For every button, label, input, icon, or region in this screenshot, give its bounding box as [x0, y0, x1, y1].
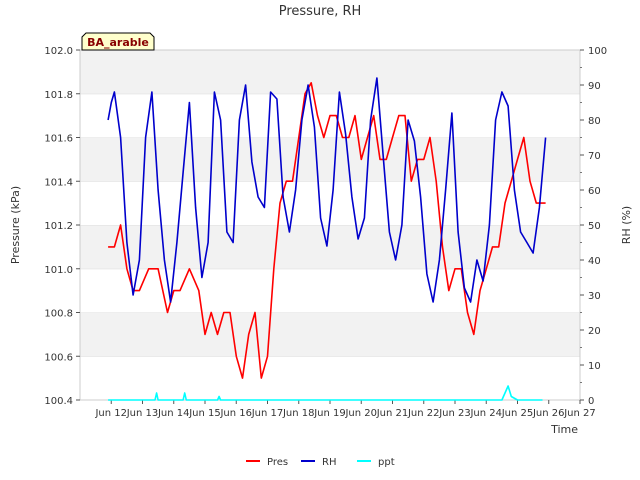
x-tick-label: Jun 24 [469, 408, 502, 419]
x-tick-label: Jun 25 [501, 408, 534, 419]
series-line-rh [107, 77, 547, 303]
right-tick-label: 80 [588, 116, 601, 127]
left-tick-label: 100.8 [44, 309, 73, 320]
site-label-box [81, 32, 155, 51]
grid-band [80, 356, 580, 400]
left-tick-label: 101.8 [44, 90, 73, 101]
right-axis-ticks: 0 10 20 30 40 50 60 70 80 90 100 [580, 46, 607, 407]
x-tick-label: Jun 22 [407, 408, 440, 419]
right-tick-label: 20 [588, 326, 601, 337]
right-tick-label: 90 [588, 81, 601, 92]
legend-label-rh: RH [322, 457, 336, 468]
right-tick-label: 70 [588, 151, 601, 162]
legend-label-pres: Pres [267, 457, 288, 468]
x-tick-label: Jun 20 [344, 408, 377, 419]
site-label: BA_arable [87, 36, 149, 49]
left-tick-label: 100.4 [44, 396, 73, 407]
left-axis-ticks: 100.4 100.6 100.8 101.0 101.2 101.4 101.6 101.8… [44, 46, 80, 407]
x-tick-label: Jun 27 [563, 408, 596, 419]
x-tick-label: Jun 14 [157, 408, 190, 419]
x-tick-label: Jun 23 [438, 408, 471, 419]
x-tick-label: Jun 17 [251, 408, 284, 419]
left-tick-label: 101.0 [44, 265, 73, 276]
right-tick-label: 60 [588, 186, 601, 197]
left-tick-label: 101.4 [44, 177, 73, 188]
left-tick-label: 101.2 [44, 221, 73, 232]
x-tick-label: Jun 15 [188, 408, 221, 419]
site-label-badge: BA_arable [81, 32, 155, 51]
right-axis-label: RH (%) [620, 206, 633, 244]
x-tick-label: Jun 18 [282, 408, 315, 419]
right-tick-label: 100 [588, 46, 607, 57]
series-line-pres [108, 82, 546, 379]
left-tick-label: 101.6 [44, 134, 73, 145]
right-tick-label: 50 [588, 221, 601, 232]
left-tick-label: 100.6 [44, 352, 73, 363]
legend: Pres RH ppt [246, 457, 395, 468]
grid-band [80, 225, 580, 269]
grid-band [80, 137, 580, 182]
x-tick-label: Jun 13 [126, 408, 159, 419]
right-tick-label: 10 [588, 361, 601, 372]
x-axis-ticks: Jun 12 Jun 13 Jun 14 Jun 15 Jun 16 Jun 17 Jun … [94, 400, 596, 419]
right-tick-label: 30 [588, 291, 601, 302]
x-axis-label: Time [550, 423, 578, 436]
grid-band [80, 50, 580, 94]
series-layer [107, 77, 547, 401]
x-tick-label: Jun 19 [313, 408, 346, 419]
legend-label-ppt: ppt [378, 457, 395, 468]
chart-title: Pressure, RH [279, 4, 362, 19]
x-tick-label: Jun 26 [532, 408, 565, 419]
x-tick-label: Jun 21 [376, 408, 409, 419]
grid-band [80, 268, 580, 313]
grid-band [80, 312, 580, 357]
left-axis-label: Pressure (kPa) [9, 186, 22, 264]
right-tick-label: 0 [588, 396, 594, 407]
right-tick-label: 40 [588, 256, 601, 267]
left-tick-label: 102.0 [44, 46, 73, 57]
x-tick-label: Jun 12 [94, 408, 127, 419]
series-line-ppt [108, 385, 543, 401]
x-tick-label: Jun 16 [219, 408, 252, 419]
